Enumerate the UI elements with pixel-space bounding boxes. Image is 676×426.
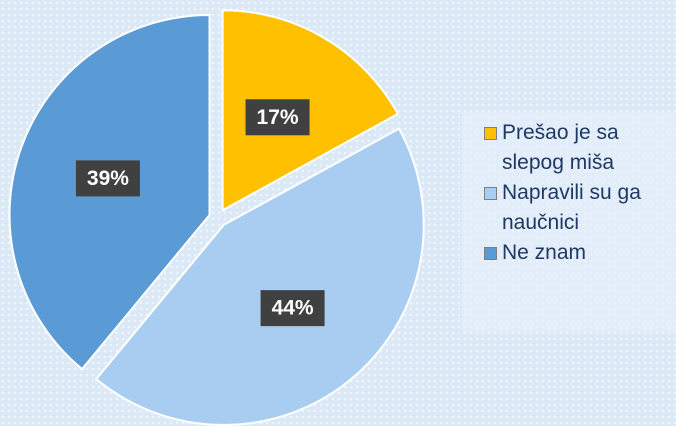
legend-swatch <box>484 247 497 260</box>
legend-swatch <box>484 187 497 200</box>
legend-item: Napravili su ga naučnici <box>484 178 676 238</box>
legend-item: Prešao je sa slepog miša <box>484 118 676 178</box>
pie-slice <box>221 9 400 212</box>
legend-label: Prešao je sa slepog miša <box>502 121 619 174</box>
legend-label: Ne znam <box>502 241 587 264</box>
data-label: 44% <box>272 297 314 320</box>
legend-item: Ne znam <box>484 238 676 268</box>
legend-swatch <box>484 127 497 140</box>
data-label-box <box>245 99 310 136</box>
data-label: 17% <box>257 106 299 129</box>
pie-slice <box>94 127 425 426</box>
data-label: 39% <box>87 167 129 190</box>
legend: Prešao je sa slepog miša Napravili su ga … <box>462 112 676 332</box>
data-label-box <box>75 160 140 197</box>
legend-label: Napravili su ga naučnici <box>502 181 641 234</box>
data-label-box <box>260 290 325 327</box>
